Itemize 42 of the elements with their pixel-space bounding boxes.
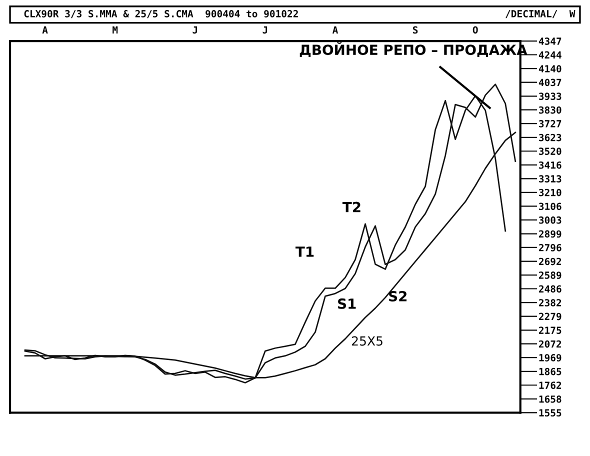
y-tick-label: 4037 xyxy=(538,78,562,86)
y-tick-label: 1969 xyxy=(539,354,562,362)
y-tick-label: 1555 xyxy=(539,409,562,417)
y-tick-label: 1762 xyxy=(539,382,562,389)
x-tick-label: S xyxy=(412,26,418,34)
y-tick-label: 3727 xyxy=(539,120,562,128)
x-tick-label: A xyxy=(332,26,338,34)
y-tick-label: 3003 xyxy=(539,216,562,224)
annotation: 25X5 xyxy=(352,336,382,346)
y-tick-label: 4244 xyxy=(538,51,562,58)
x-tick-label: A xyxy=(42,26,48,34)
annotation: S1 xyxy=(338,298,356,309)
y-tick-label: 2382 xyxy=(538,299,562,306)
y-tick-label: 3210 xyxy=(539,188,562,196)
annotation: S2 xyxy=(389,290,407,302)
y-tick-label: 2899 xyxy=(538,230,562,238)
y-tick-label: 2279 xyxy=(538,312,562,320)
chart-title: CLX90R 3/3 S.MMA & 25/5 S.CMA 900404 to 901022 xyxy=(24,10,298,18)
y-tick-label: 3830 xyxy=(539,106,562,114)
y-tick-label: 3933 xyxy=(539,92,562,100)
x-tick-label: O xyxy=(472,26,478,34)
y-tick-label: 2692 xyxy=(538,258,562,266)
y-tick-label: 2072 xyxy=(538,340,562,348)
y-tick-label: 2486 xyxy=(538,285,562,293)
y-tick-label: 2589 xyxy=(538,272,562,279)
y-tick-label: 1658 xyxy=(539,395,562,403)
annotation: T1 xyxy=(296,246,314,257)
y-tick-label: 1865 xyxy=(539,368,562,376)
annotation: T2 xyxy=(342,202,360,212)
y-tick-label: 4347 xyxy=(538,38,562,45)
y-tick-label: 4140 xyxy=(538,65,562,72)
y-tick-label: 3520 xyxy=(539,148,562,155)
y-tick-label: 2796 xyxy=(538,244,562,252)
text: /DECIMAL/ W xyxy=(506,10,576,18)
y-tick-label: 2175 xyxy=(538,326,562,334)
y-tick-label: 3623 xyxy=(539,134,562,142)
x-tick-label: J xyxy=(262,26,268,34)
y-tick-label: 3416 xyxy=(539,161,562,169)
y-tick-label: 3106 xyxy=(539,202,562,210)
x-tick-label: J xyxy=(192,26,198,34)
y-tick-label: 3313 xyxy=(539,175,562,183)
x-tick-label: M xyxy=(112,26,118,34)
